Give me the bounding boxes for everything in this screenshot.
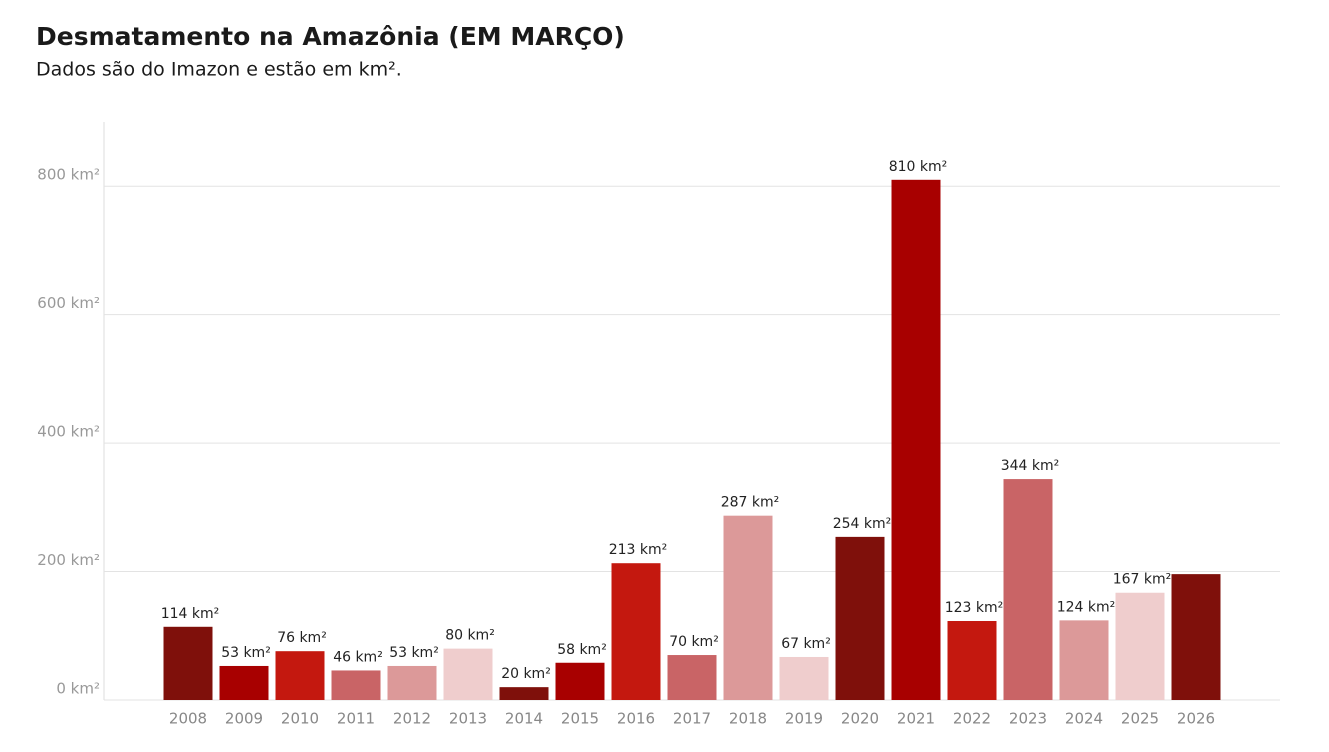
bar <box>331 670 381 700</box>
x-tick-label: 2015 <box>561 710 599 728</box>
bar <box>387 665 437 700</box>
value-label: 58 km² <box>557 642 607 658</box>
value-label: 167 km² <box>1113 572 1172 588</box>
x-tick-label: 2019 <box>785 710 823 728</box>
x-tick-label: 2025 <box>1121 710 1159 728</box>
x-tick-label: 2008 <box>169 710 207 728</box>
x-tick-label: 2013 <box>449 710 487 728</box>
bar <box>163 626 213 700</box>
y-tick-label: 400 km² <box>37 423 100 441</box>
x-tick-label: 2020 <box>841 710 879 728</box>
y-tick-label: 600 km² <box>37 294 100 312</box>
value-label: 254 km² <box>833 516 892 532</box>
value-label: 76 km² <box>277 630 327 646</box>
bar <box>667 655 717 700</box>
bar <box>1059 620 1109 700</box>
value-label: 46 km² <box>333 649 383 665</box>
x-tick-label: 2021 <box>897 710 935 728</box>
value-label: 213 km² <box>609 542 668 558</box>
value-label: 114 km² <box>161 606 220 622</box>
bar <box>1115 592 1165 700</box>
x-tick-label: 2011 <box>337 710 375 728</box>
bar <box>1171 574 1221 700</box>
value-label: 20 km² <box>501 666 551 682</box>
bar <box>947 621 997 700</box>
y-tick-label: 800 km² <box>37 166 100 184</box>
x-tick-label: 2010 <box>281 710 319 728</box>
x-tick-label: 2022 <box>953 710 991 728</box>
x-tick-label: 2017 <box>673 710 711 728</box>
x-tick-label: 2023 <box>1009 710 1047 728</box>
chart-subtitle: Dados são do Imazon e estão em km². <box>36 59 402 81</box>
y-tick-label: 0 km² <box>56 680 100 698</box>
x-tick-label: 2009 <box>225 710 263 728</box>
value-label: 67 km² <box>781 636 831 652</box>
bar <box>443 648 493 700</box>
y-tick-label: 200 km² <box>37 551 100 569</box>
value-label: 287 km² <box>721 495 780 511</box>
value-label: 123 km² <box>945 600 1004 616</box>
value-label: 344 km² <box>1001 458 1060 474</box>
value-label: 810 km² <box>889 159 948 175</box>
bar <box>219 665 269 700</box>
bar <box>835 536 885 700</box>
x-tick-label: 2012 <box>393 710 431 728</box>
bar <box>891 179 941 701</box>
x-tick-label: 2024 <box>1065 710 1103 728</box>
x-tick-label: 2026 <box>1177 710 1215 728</box>
bar <box>1003 479 1053 700</box>
value-label: 53 km² <box>221 645 271 661</box>
x-tick-label: 2016 <box>617 710 655 728</box>
value-label: 53 km² <box>389 645 439 661</box>
chart-title: Desmatamento na Amazônia (EM MARÇO) <box>36 22 625 51</box>
bar <box>555 662 605 700</box>
bar <box>611 563 661 700</box>
x-tick-label: 2018 <box>729 710 767 728</box>
value-label: 124 km² <box>1057 599 1116 615</box>
bar <box>723 515 773 700</box>
value-label: 70 km² <box>669 634 719 650</box>
bar <box>499 687 549 700</box>
value-label: 80 km² <box>445 628 495 644</box>
bar <box>275 651 325 700</box>
x-tick-label: 2014 <box>505 710 543 728</box>
bar <box>779 656 829 700</box>
